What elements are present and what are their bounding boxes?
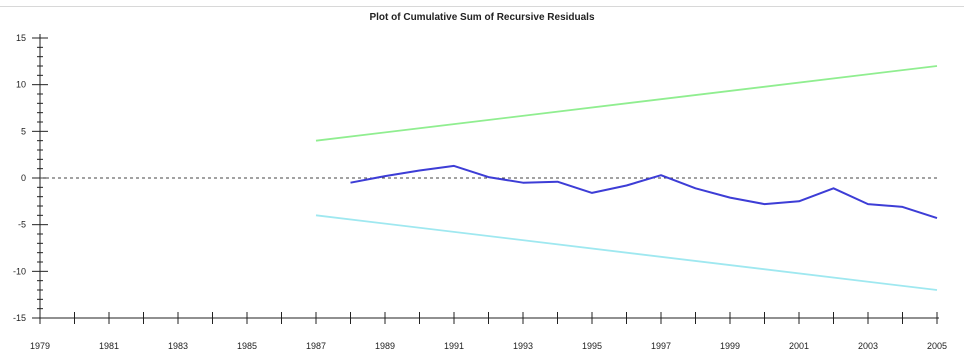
x-tick-label: 2001 xyxy=(789,341,809,351)
lower-bound-line xyxy=(315,214,938,291)
x-tick-label: 1991 xyxy=(444,341,464,351)
cusum-line xyxy=(350,164,938,220)
x-tick-label: 2005 xyxy=(927,341,947,351)
y-tick-label: 5 xyxy=(21,126,26,136)
y-tick-label: -10 xyxy=(13,266,26,276)
x-tick-label: 1987 xyxy=(306,341,326,351)
x-tick-label: 1985 xyxy=(237,341,257,351)
x-tick-label: 1979 xyxy=(30,341,50,351)
x-tick-label: 1993 xyxy=(513,341,533,351)
x-axis: 1979 1981 1983 1985 1987 1989 1991 1993 1995 1997… xyxy=(30,312,947,351)
upper-bound-line xyxy=(315,65,938,142)
x-tick-label: 1981 xyxy=(99,341,119,351)
chart-title: Plot of Cumulative Sum of Recursive Resi… xyxy=(369,12,595,23)
x-tick-label: 2003 xyxy=(858,341,878,351)
y-tick-label: -5 xyxy=(18,220,26,230)
x-tick-label: 1995 xyxy=(582,341,602,351)
x-tick-label: 1989 xyxy=(375,341,395,351)
y-tick-label: -15 xyxy=(13,313,26,323)
y-axis: 15 10 5 0 -5 -10 -15 xyxy=(13,33,48,323)
x-tick-label: 1999 xyxy=(720,341,740,351)
y-tick-label: 0 xyxy=(21,173,26,183)
x-tick-label: 1997 xyxy=(651,341,671,351)
top-rule xyxy=(0,6,964,7)
series-group xyxy=(315,65,938,291)
y-tick-label: 10 xyxy=(16,80,26,90)
x-tick-label: 1983 xyxy=(168,341,188,351)
y-tick-label: 15 xyxy=(16,33,26,43)
